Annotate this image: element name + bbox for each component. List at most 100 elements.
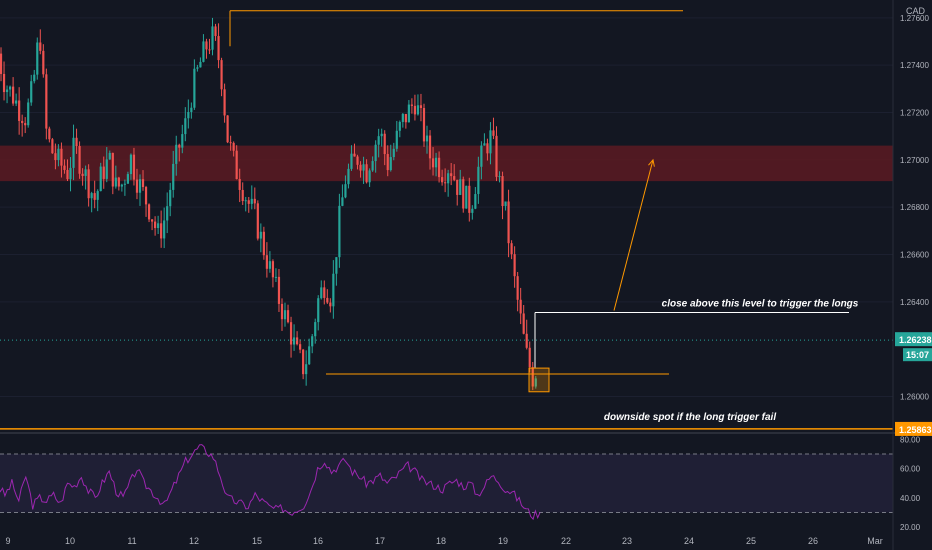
candle[interactable] [199, 61, 202, 68]
candle[interactable] [347, 168, 350, 185]
candle[interactable] [474, 194, 477, 209]
candle[interactable] [486, 143, 489, 154]
candle[interactable] [395, 130, 398, 149]
candle[interactable] [226, 115, 229, 143]
candle[interactable] [90, 193, 93, 199]
candle[interactable] [232, 142, 235, 151]
candle[interactable] [416, 105, 420, 115]
candle[interactable] [235, 150, 238, 180]
candle[interactable] [253, 198, 256, 204]
candle[interactable] [299, 344, 302, 350]
candle[interactable] [81, 173, 84, 176]
candle[interactable] [99, 166, 102, 192]
candle[interactable] [247, 200, 250, 204]
candle[interactable] [117, 177, 120, 187]
candle[interactable] [289, 322, 293, 345]
candle[interactable] [305, 364, 308, 375]
candle[interactable] [60, 148, 63, 166]
candle[interactable] [42, 50, 45, 75]
candle[interactable] [308, 346, 311, 365]
candle[interactable] [311, 336, 314, 347]
candle[interactable] [262, 231, 265, 256]
candle[interactable] [93, 193, 96, 200]
candle[interactable] [456, 179, 459, 195]
candle[interactable] [15, 100, 18, 104]
candle[interactable] [444, 182, 447, 184]
candle[interactable] [63, 165, 66, 170]
candle[interactable] [525, 333, 528, 348]
candle[interactable] [413, 105, 417, 115]
candle[interactable] [84, 169, 87, 176]
candle[interactable] [522, 313, 525, 334]
candle[interactable] [169, 189, 172, 207]
candle[interactable] [5, 89, 9, 93]
candle[interactable] [45, 74, 48, 129]
candle[interactable] [516, 276, 519, 300]
candle[interactable] [295, 337, 299, 345]
candle[interactable] [18, 100, 21, 121]
candle[interactable] [163, 220, 166, 239]
candle[interactable] [8, 86, 12, 90]
candle[interactable] [259, 231, 262, 239]
candle[interactable] [66, 169, 69, 180]
candle[interactable] [208, 49, 211, 51]
candle[interactable] [383, 133, 386, 155]
candle[interactable] [87, 169, 90, 199]
candle[interactable] [392, 148, 395, 158]
candle[interactable] [404, 113, 407, 123]
candle[interactable] [428, 135, 432, 159]
candle[interactable] [531, 367, 534, 387]
candle[interactable] [21, 120, 24, 124]
candle[interactable] [271, 261, 275, 278]
candle[interactable] [160, 223, 163, 239]
candle[interactable] [223, 89, 226, 116]
candle[interactable] [187, 112, 190, 119]
candle[interactable] [380, 133, 383, 137]
candle[interactable] [256, 203, 259, 239]
candle[interactable] [0, 53, 3, 74]
candle[interactable] [377, 136, 380, 145]
candle[interactable] [36, 42, 39, 75]
candle[interactable] [48, 128, 51, 140]
candle[interactable] [277, 276, 281, 304]
candle[interactable] [483, 143, 486, 146]
candle[interactable] [407, 104, 410, 123]
candle[interactable] [220, 60, 223, 90]
candle[interactable] [193, 68, 196, 108]
candle[interactable] [410, 104, 414, 106]
projection-arrow[interactable] [613, 159, 654, 311]
candle[interactable] [292, 337, 296, 345]
resistance-zone[interactable] [0, 145, 893, 182]
candle[interactable] [492, 130, 495, 136]
candle[interactable] [498, 176, 501, 178]
candle[interactable] [244, 200, 247, 202]
candle[interactable] [54, 153, 57, 161]
candle[interactable] [453, 176, 456, 180]
candle[interactable] [362, 164, 365, 171]
candle[interactable] [425, 135, 429, 142]
candle[interactable] [314, 322, 317, 337]
candle[interactable] [214, 26, 217, 37]
candle[interactable] [102, 166, 105, 179]
candle[interactable] [105, 159, 108, 179]
candle[interactable] [468, 185, 471, 213]
candle[interactable] [332, 273, 335, 307]
candle[interactable] [365, 164, 368, 183]
candle[interactable] [72, 137, 75, 168]
candle[interactable] [30, 81, 33, 103]
rsi-line[interactable] [0, 444, 541, 521]
candle[interactable] [359, 164, 362, 171]
candle[interactable] [129, 154, 133, 175]
candle[interactable] [144, 187, 148, 205]
candle[interactable] [283, 310, 287, 320]
candle[interactable] [398, 121, 401, 131]
candle[interactable] [302, 349, 305, 375]
candle[interactable] [274, 276, 278, 278]
candle[interactable] [389, 157, 392, 171]
candle[interactable] [27, 102, 30, 126]
candle[interactable] [431, 158, 435, 168]
candle[interactable] [166, 206, 169, 221]
candle[interactable] [178, 144, 181, 148]
candle[interactable] [447, 173, 450, 184]
candle[interactable] [371, 161, 374, 171]
